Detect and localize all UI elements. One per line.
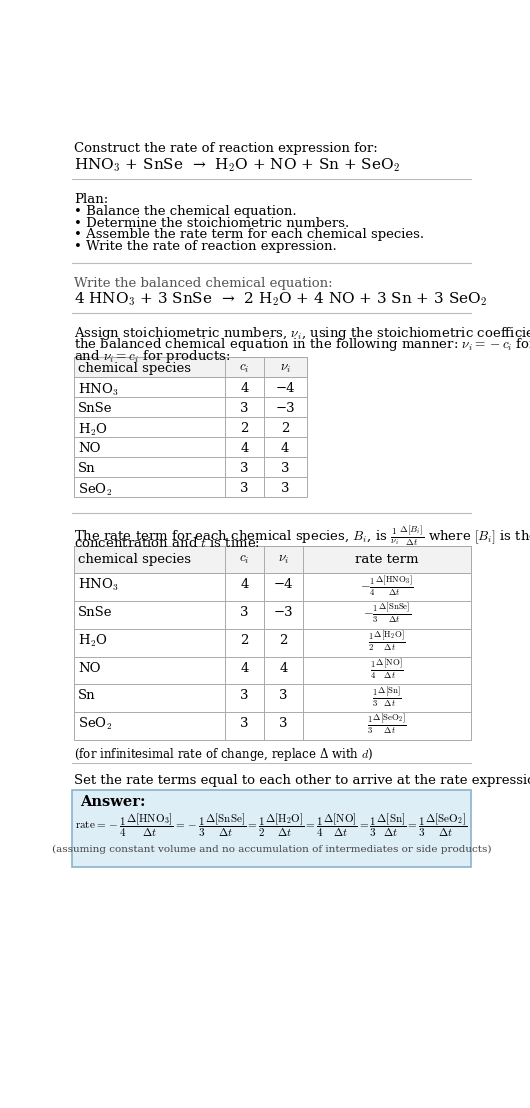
Text: $\nu_i$: $\nu_i$ [278,553,289,565]
FancyBboxPatch shape [74,545,471,574]
Text: the balanced chemical equation in the following manner: $\nu_i = -c_i$ for react: the balanced chemical equation in the fo… [74,336,530,353]
Text: Construct the rate of reaction expression for:: Construct the rate of reaction expressio… [74,142,378,155]
Text: • Assemble the rate term for each chemical species.: • Assemble the rate term for each chemic… [74,228,424,242]
Text: • Balance the chemical equation.: • Balance the chemical equation. [74,205,297,218]
Text: −3: −3 [276,402,295,414]
Text: Plan:: Plan: [74,193,108,206]
Text: rate term: rate term [355,553,419,565]
Text: 2: 2 [279,634,287,647]
Text: 3: 3 [240,482,249,495]
Text: 3: 3 [240,462,249,474]
Text: Sn: Sn [78,462,95,474]
Text: 3: 3 [279,717,287,730]
FancyBboxPatch shape [74,357,306,377]
Text: HNO$_3$: HNO$_3$ [78,577,119,593]
Text: −4: −4 [276,381,295,394]
Text: • Determine the stoichiometric numbers.: • Determine the stoichiometric numbers. [74,217,349,229]
Text: SeO$_2$: SeO$_2$ [78,716,112,731]
Text: 3: 3 [240,606,249,619]
Text: Write the balanced chemical equation:: Write the balanced chemical equation: [74,277,333,290]
Text: 3: 3 [240,689,249,702]
Text: 4: 4 [240,578,249,592]
Text: $-\frac{1}{3}\frac{\Delta[\mathrm{SnSe}]}{\Delta t}$: $-\frac{1}{3}\frac{\Delta[\mathrm{SnSe}]… [363,602,411,625]
Text: $\frac{1}{4}\frac{\Delta[\mathrm{NO}]}{\Delta t}$: $\frac{1}{4}\frac{\Delta[\mathrm{NO}]}{\… [370,657,403,681]
Text: Answer:: Answer: [80,796,146,809]
Text: 3: 3 [281,462,289,474]
Text: Set the rate terms equal to each other to arrive at the rate expression:: Set the rate terms equal to each other t… [74,774,530,788]
Text: 4 HNO$_3$ + 3 SnSe  →  2 H$_2$O + 4 NO + 3 Sn + 3 SeO$_2$: 4 HNO$_3$ + 3 SnSe → 2 H$_2$O + 4 NO + 3… [74,290,488,308]
Text: HNO$_3$ + SnSe  →  H$_2$O + NO + Sn + SeO$_2$: HNO$_3$ + SnSe → H$_2$O + NO + Sn + SeO$… [74,156,400,174]
Text: $c_i$: $c_i$ [239,553,250,565]
Text: SnSe: SnSe [78,402,112,414]
Text: 4: 4 [240,661,249,675]
Text: NO: NO [78,661,100,675]
Text: SeO$_2$: SeO$_2$ [78,482,112,497]
Text: 4: 4 [240,381,249,394]
Text: SnSe: SnSe [78,606,112,619]
Text: • Write the rate of reaction expression.: • Write the rate of reaction expression. [74,240,337,253]
Text: Assign stoichiometric numbers, $\nu_i$, using the stoichiometric coefficients, $: Assign stoichiometric numbers, $\nu_i$, … [74,325,530,341]
Text: chemical species: chemical species [78,361,191,375]
Text: NO: NO [78,442,100,454]
Text: $\nu_i$: $\nu_i$ [279,361,291,375]
Text: 3: 3 [240,717,249,730]
Text: 2: 2 [240,422,249,434]
Text: H$_2$O: H$_2$O [78,633,108,648]
Text: 4: 4 [279,661,287,675]
Text: −4: −4 [273,578,293,592]
Text: The rate term for each chemical species, $B_i$, is $\frac{1}{\nu_i}\frac{\Delta[: The rate term for each chemical species,… [74,524,530,548]
Text: $\frac{1}{3}\frac{\Delta[\mathrm{Sn}]}{\Delta t}$: $\frac{1}{3}\frac{\Delta[\mathrm{Sn}]}{\… [372,685,402,709]
Text: $\frac{1}{3}\frac{\Delta[\mathrm{SeO}_2]}{\Delta t}$: $\frac{1}{3}\frac{\Delta[\mathrm{SeO}_2]… [367,712,407,737]
Text: 2: 2 [240,634,249,647]
Text: 3: 3 [281,482,289,495]
Text: −3: −3 [273,606,293,619]
Text: $\mathrm{rate} = -\dfrac{1}{4}\dfrac{\Delta[\mathrm{HNO}_3]}{\Delta t} = -\dfrac: $\mathrm{rate} = -\dfrac{1}{4}\dfrac{\De… [75,811,468,839]
Text: 4: 4 [240,442,249,454]
Text: 2: 2 [281,422,289,434]
Text: 4: 4 [281,442,289,454]
Text: $c_i$: $c_i$ [239,361,250,375]
Text: concentration and $t$ is time:: concentration and $t$ is time: [74,536,260,551]
Text: (assuming constant volume and no accumulation of intermediates or side products): (assuming constant volume and no accumul… [52,845,491,854]
Text: $\frac{1}{2}\frac{\Delta[\mathrm{H_2O}]}{\Delta t}$: $\frac{1}{2}\frac{\Delta[\mathrm{H_2O}]}… [368,629,405,653]
Text: 3: 3 [240,402,249,414]
Text: chemical species: chemical species [78,553,191,565]
Text: 3: 3 [279,689,287,702]
Text: HNO$_3$: HNO$_3$ [78,381,119,398]
FancyBboxPatch shape [73,790,471,866]
Text: H$_2$O: H$_2$O [78,422,108,438]
Text: (for infinitesimal rate of change, replace Δ with $d$): (for infinitesimal rate of change, repla… [74,746,373,763]
Text: $-\frac{1}{4}\frac{\Delta[\mathrm{HNO}_3]}{\Delta t}$: $-\frac{1}{4}\frac{\Delta[\mathrm{HNO}_3… [360,574,413,597]
Text: Sn: Sn [78,689,95,702]
Text: and $\nu_i = c_i$ for products:: and $\nu_i = c_i$ for products: [74,348,231,365]
